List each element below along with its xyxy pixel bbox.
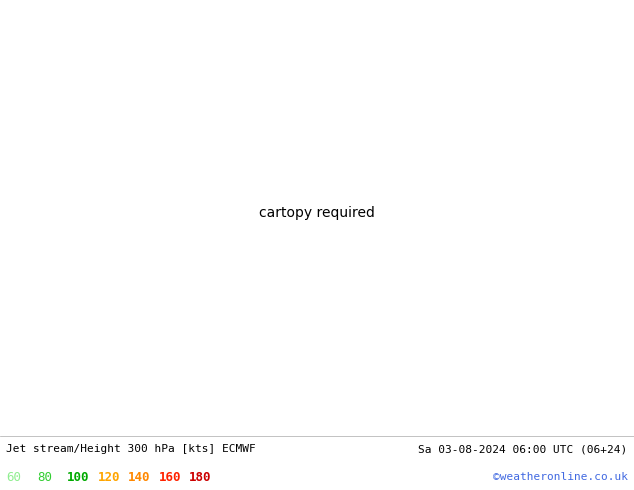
Text: 100: 100 bbox=[67, 470, 89, 484]
Text: 120: 120 bbox=[98, 470, 120, 484]
Text: 140: 140 bbox=[128, 470, 150, 484]
Text: Jet stream/Height 300 hPa [kts] ECMWF: Jet stream/Height 300 hPa [kts] ECMWF bbox=[6, 444, 256, 454]
Text: ©weatheronline.co.uk: ©weatheronline.co.uk bbox=[493, 472, 628, 482]
Text: 80: 80 bbox=[37, 470, 52, 484]
Text: cartopy required: cartopy required bbox=[259, 206, 375, 220]
Text: 180: 180 bbox=[189, 470, 211, 484]
Text: 160: 160 bbox=[158, 470, 181, 484]
Text: 60: 60 bbox=[6, 470, 22, 484]
Text: Sa 03-08-2024 06:00 UTC (06+24): Sa 03-08-2024 06:00 UTC (06+24) bbox=[418, 444, 628, 454]
